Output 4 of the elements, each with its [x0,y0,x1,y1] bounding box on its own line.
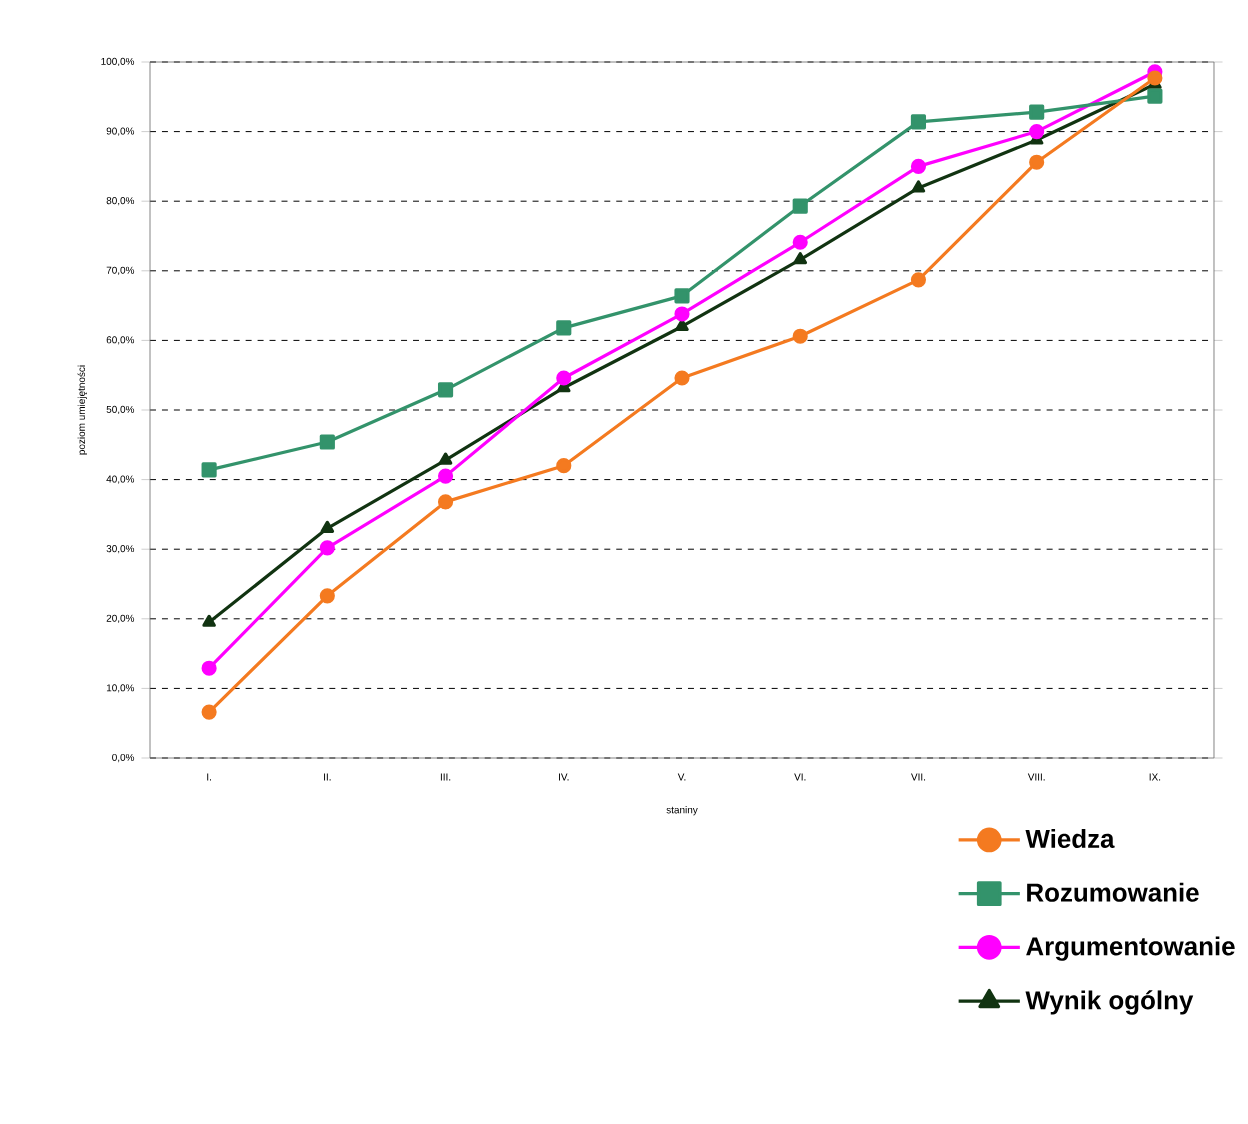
legend-label: Argumentowanie [1026,936,1235,961]
legend-label: Wynik ogólny [1025,990,1194,1015]
legend-label: Wiedza [1025,829,1115,849]
legend-label: Rozumowanie [1027,882,1199,902]
